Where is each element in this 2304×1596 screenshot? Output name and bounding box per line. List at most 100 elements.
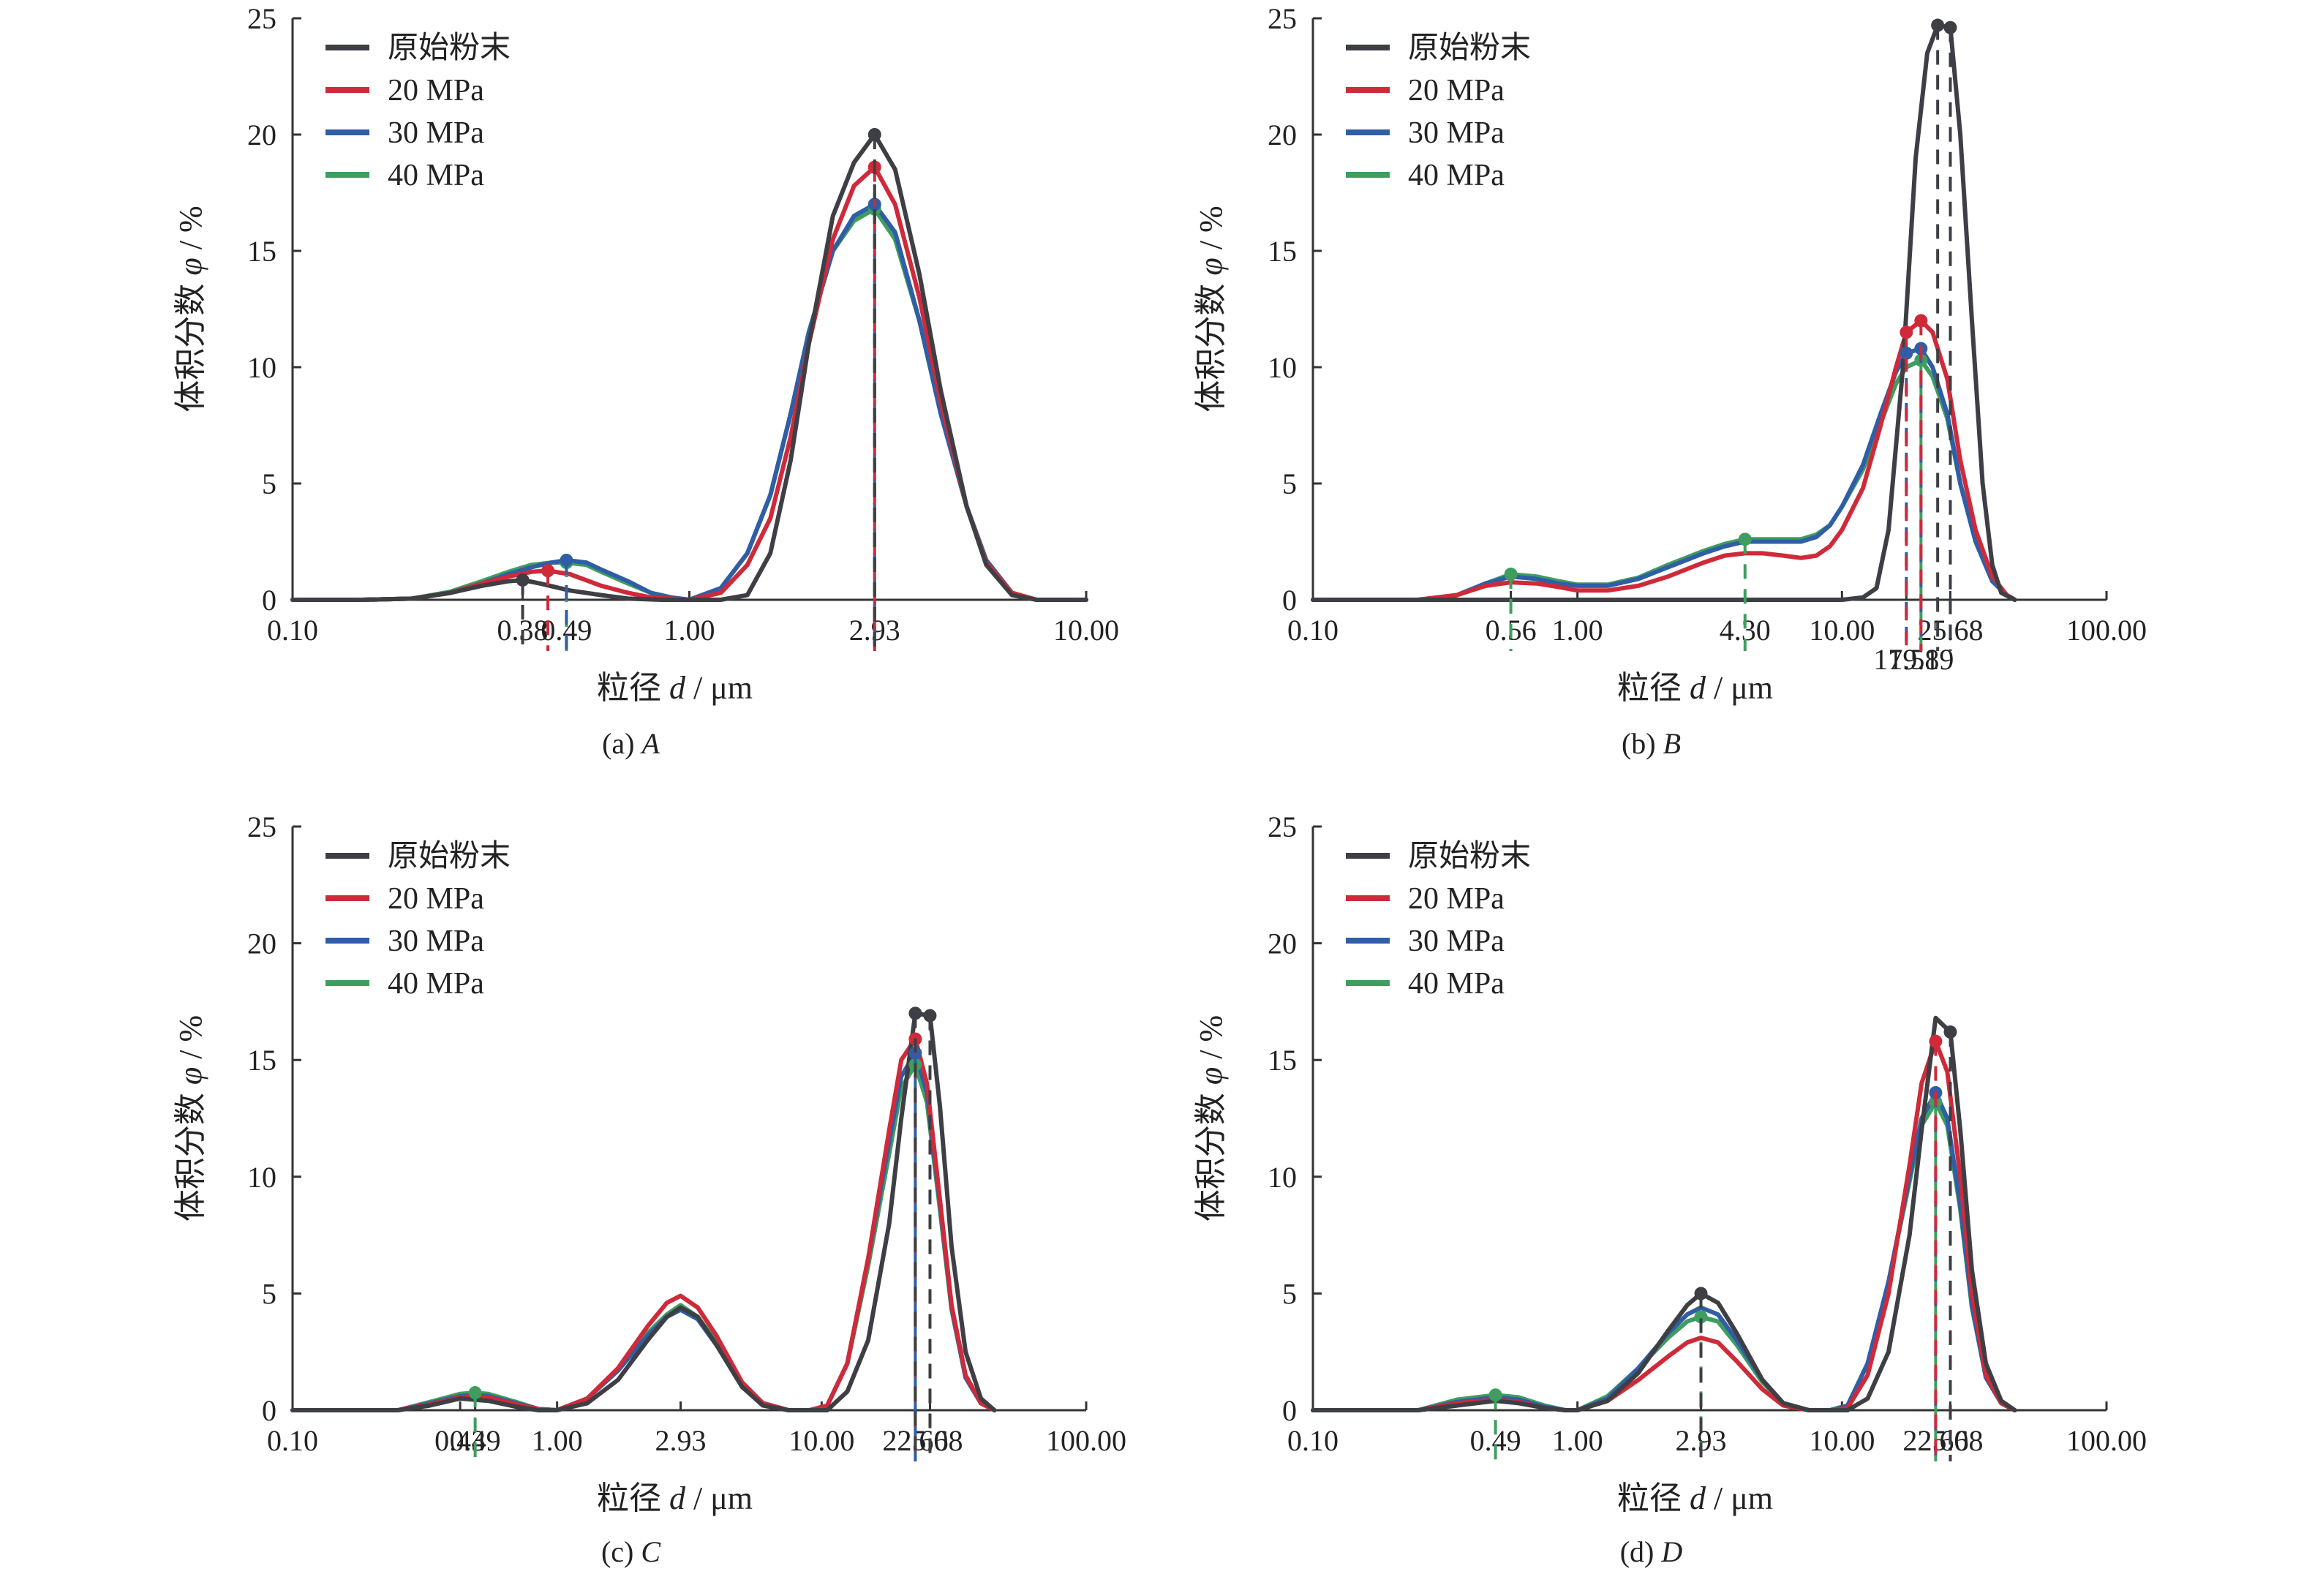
x-axis-label: 粒径 d / μm [597,670,753,706]
y-tick-label: 20 [1268,927,1297,960]
x-tick-label: 1.00 [532,1424,583,1457]
y-tick-label: 15 [247,1044,276,1077]
y-axis-label-unit: / % [173,1015,208,1067]
y-tick-label: 5 [1282,467,1297,500]
x-tick-label: 1.00 [664,614,715,647]
y-tick-label: 0 [1282,1394,1297,1427]
x-tick-label: 0.10 [267,614,318,647]
y-tick-label: 5 [1282,1277,1297,1310]
series-line-20-MPa [290,1036,997,1412]
legend-label: 40 MPa [1408,967,1505,1001]
peak-marker [1504,568,1518,581]
y-tick-label: 0 [262,584,276,617]
series-line-20-MPa [1311,318,2017,602]
x-axis-label-unit: / μm [1706,1480,1773,1516]
x-tick-label: 0.10 [1287,614,1339,647]
panel-caption: (c) C [601,1535,661,1568]
panel-caption-prefix: (b) [1622,727,1663,760]
x-tick-label: 10.00 [1053,614,1119,647]
y-axis-label-unit: / % [1193,1015,1229,1067]
y-tick-label: 25 [1268,2,1297,35]
y-tick-label: 15 [1268,1044,1297,1077]
legend-label: 原始粉末 [388,840,511,873]
peak-marker [1694,1287,1708,1300]
y-tick-label: 15 [1268,235,1297,268]
peak-marker [1738,532,1752,546]
peak-marker [867,128,881,141]
panel-caption-sample: D [1660,1535,1682,1568]
y-axis-label-text: 体积分数 [173,276,208,413]
y-tick-label: 5 [262,467,276,500]
y-axis-label-unit: / % [1193,206,1229,257]
series-line-原始粉末 [1311,1015,2017,1412]
series-line-20-MPa [290,165,1088,602]
peak-marker [1900,346,1913,360]
x-tick-label: 1.00 [1552,614,1603,647]
peak-marker [560,553,573,567]
x-axis-label-text: 粒径 [597,670,669,706]
x-axis-label: 粒径 d / μm [1617,1480,1773,1516]
peak-marker [908,1006,922,1020]
y-axis-label: 体积分数 φ / % [1193,1015,1229,1222]
legend-label: 20 MPa [1408,882,1505,916]
x-axis-label-symbol: d [1690,1480,1706,1516]
legend-label: 30 MPa [1408,925,1505,958]
x-axis-label-unit: / μm [1706,670,1773,706]
x-tick-label: 0.43 [434,1424,486,1457]
peak-marker [1929,1034,1943,1048]
panel-caption-sample: B [1663,727,1681,760]
peak-marker [1914,314,1928,328]
legend-label: 20 MPa [388,74,484,108]
legend-label: 20 MPa [388,882,484,916]
y-axis-label: 体积分数 φ / % [173,1015,208,1222]
y-tick-label: 0 [262,1394,276,1427]
x-axis-label: 粒径 d / μm [1617,670,1773,706]
peak-marker [1694,1310,1708,1324]
panel-caption-prefix: (d) [1620,1535,1662,1568]
x-tick-label: 1.00 [1552,1424,1603,1457]
x-tick-label: 100.00 [2066,1424,2147,1457]
series-line-原始粉末 [290,132,1088,602]
panel-caption: (a) A [602,727,660,760]
y-tick-label: 20 [247,118,276,151]
legend-label: 30 MPa [388,116,484,150]
y-tick-label: 0 [1282,584,1297,617]
series-line-原始粉末 [290,1011,997,1412]
panel-caption-prefix: (c) [601,1535,641,1568]
legend-label: 20 MPa [1408,74,1505,108]
y-axis-label-symbol: φ [1193,1067,1229,1085]
panel-caption-prefix: (a) [602,727,641,760]
y-tick-label: 25 [247,810,276,843]
x-tick-label: 17.51 [1873,643,1939,676]
legend-label: 30 MPa [388,925,484,958]
y-axis-label-symbol: φ [1193,257,1229,275]
panel-caption-sample: C [641,1535,661,1568]
peak-marker [1943,20,1957,34]
series-line-40-MPa [1311,1099,2017,1412]
x-tick-label: 0.10 [267,1424,318,1457]
panel-caption-sample: A [639,727,660,760]
x-tick-label: 100.00 [2066,614,2147,647]
x-tick-label: 2.93 [655,1424,707,1457]
x-tick-label: 0.10 [1287,1424,1339,1457]
legend-label: 40 MPa [388,159,484,192]
y-tick-label: 5 [262,1277,276,1310]
x-axis-label-symbol: d [669,1480,686,1516]
y-axis-label: 体积分数 φ / % [1193,206,1229,412]
x-axis-label-symbol: d [1690,670,1706,706]
y-axis-label: 体积分数 φ / % [173,206,208,412]
y-axis-label-text: 体积分数 [173,1085,208,1222]
peak-marker [468,1386,482,1400]
peak-marker [1931,18,1945,32]
peak-marker [516,573,530,587]
x-tick-label: 100.00 [1046,1424,1126,1457]
y-axis-label-unit: / % [173,206,208,257]
series-line-40-MPa [290,1062,997,1412]
x-axis-label: 粒径 d / μm [597,1480,753,1516]
y-tick-label: 25 [1268,810,1297,843]
x-axis-label-text: 粒径 [597,1480,669,1516]
y-tick-label: 10 [1268,351,1297,384]
